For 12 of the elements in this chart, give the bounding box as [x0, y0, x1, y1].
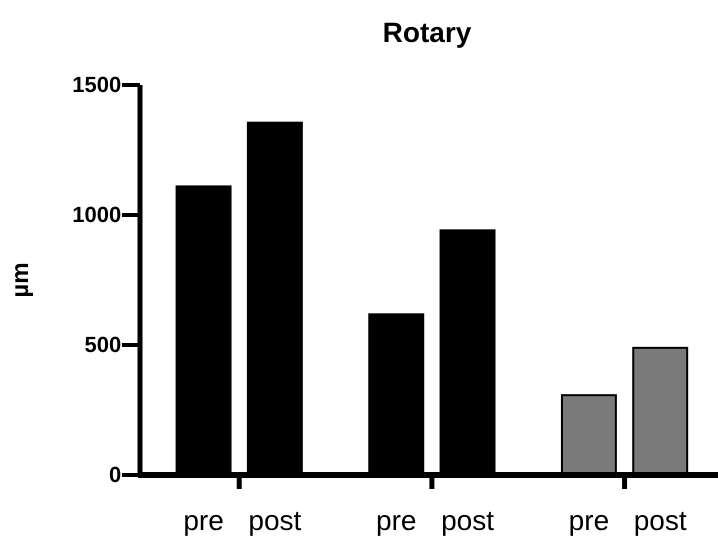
y-tick-label: 1500 — [72, 72, 122, 98]
y-axis-title: µm — [7, 262, 34, 298]
x-tick-label: post — [634, 505, 687, 536]
y-tick-label: 1000 — [72, 202, 122, 228]
y-tick-label: 500 — [84, 332, 122, 358]
x-tick-label: post — [248, 505, 302, 536]
chart-title: Rotary — [382, 17, 472, 48]
x-tick-label: pre — [376, 505, 416, 536]
x-tick-label: post — [441, 505, 494, 536]
x-tick-label: pre — [183, 505, 224, 536]
x-tick-label: pre — [568, 505, 610, 536]
y-tick-label: 0 — [108, 462, 122, 488]
